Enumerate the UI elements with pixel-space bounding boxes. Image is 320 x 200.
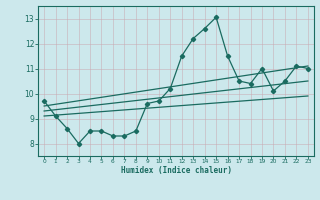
X-axis label: Humidex (Indice chaleur): Humidex (Indice chaleur) [121,166,231,175]
